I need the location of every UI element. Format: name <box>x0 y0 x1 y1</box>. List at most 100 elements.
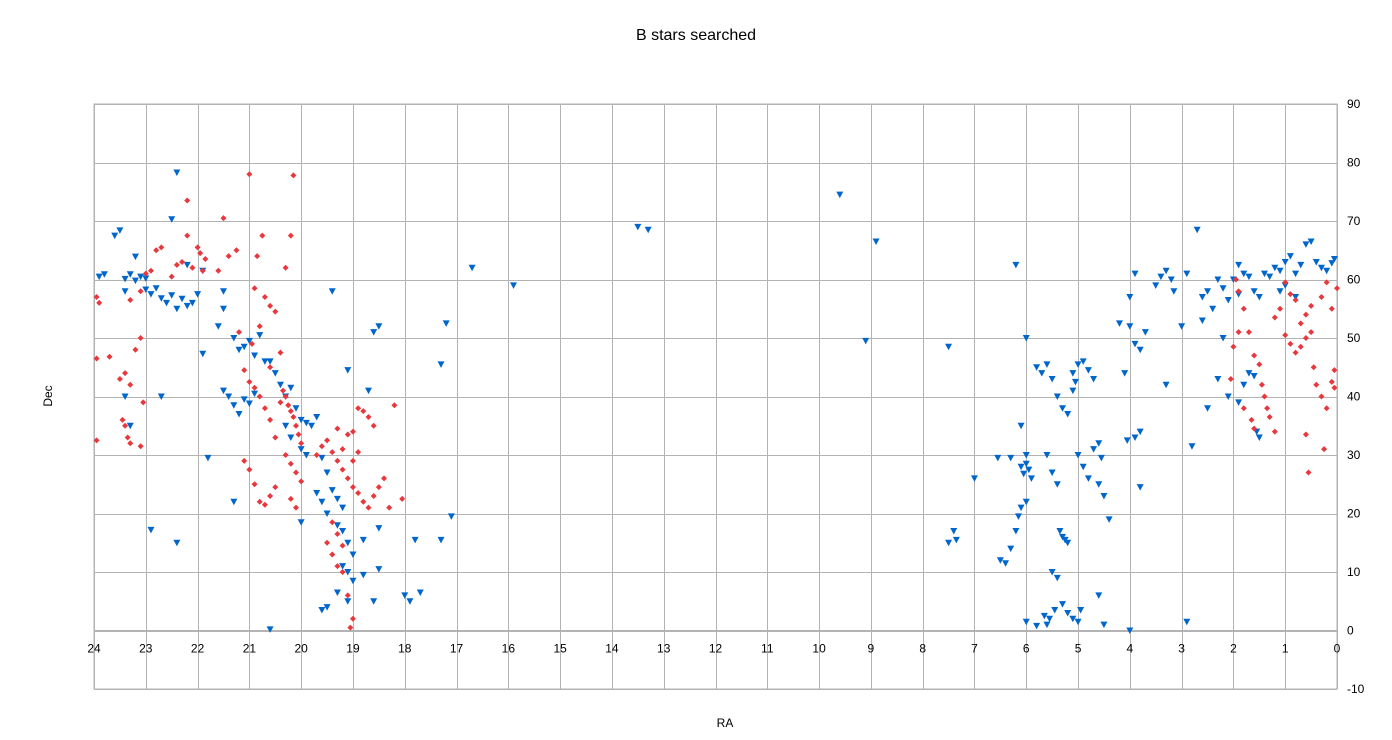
diamond-data-point <box>127 296 134 303</box>
diamond-data-point <box>173 261 180 268</box>
diamond-data-point <box>349 457 356 464</box>
diamond-data-point <box>339 542 346 549</box>
triangle-data-point <box>235 346 243 354</box>
triangle-data-point <box>131 277 139 285</box>
diamond-data-point <box>282 452 289 458</box>
triangle-data-point <box>1056 528 1064 535</box>
diamond-data-point <box>334 425 341 432</box>
triangle-data-point <box>1043 361 1051 368</box>
triangle-data-point <box>219 288 227 295</box>
diamond-data-point <box>93 355 100 362</box>
x-tick-label: 16 <box>502 642 516 656</box>
triangle-data-point <box>1162 267 1170 275</box>
diamond-data-point <box>287 460 294 467</box>
triangle-data-point <box>204 454 212 462</box>
triangle-data-point <box>375 566 383 573</box>
triangle-data-point <box>468 264 476 272</box>
triangle-data-point <box>168 216 176 223</box>
diamond-data-point <box>1302 431 1309 438</box>
triangle-data-point <box>437 361 445 368</box>
triangle-data-point <box>952 536 960 544</box>
diamond-data-point <box>251 481 258 488</box>
triangle-data-point <box>266 358 274 365</box>
diamond-data-point <box>119 416 126 423</box>
diamond-data-point <box>1334 285 1340 292</box>
triangle-data-point <box>1193 226 1201 234</box>
diamond-data-point <box>349 615 356 622</box>
diamond-data-point <box>137 443 144 450</box>
triangle-data-point <box>1017 504 1025 512</box>
diamond-data-point <box>137 288 144 295</box>
triangle-data-point <box>188 299 196 307</box>
diamond-data-point <box>1321 446 1328 453</box>
diamond-data-point <box>355 449 362 456</box>
triangle-data-point <box>1307 238 1315 245</box>
diamond-data-point <box>1271 314 1278 321</box>
diamond-data-point <box>202 256 209 263</box>
diamond-data-point <box>329 551 336 558</box>
y-tick-label: 90 <box>1347 97 1361 111</box>
triangle-data-point <box>1209 305 1217 313</box>
triangle-data-point <box>235 411 243 418</box>
triangle-data-point <box>994 454 1002 462</box>
triangle-data-point <box>1250 288 1258 295</box>
triangle-data-point <box>1090 446 1098 453</box>
triangle-data-point <box>1183 618 1191 626</box>
triangle-data-point <box>1136 484 1144 491</box>
diamond-data-point <box>261 501 268 508</box>
triangle-data-point <box>1281 282 1289 289</box>
triangle-data-point <box>333 589 341 596</box>
triangle-data-point <box>173 539 181 547</box>
triangle-data-point <box>1188 443 1196 450</box>
triangle-data-point <box>297 416 305 424</box>
triangle-data-point <box>1053 574 1061 582</box>
triangle-data-point <box>1292 270 1300 278</box>
triangle-data-point <box>1022 452 1030 459</box>
triangle-data-point <box>1084 367 1092 374</box>
triangle-data-point <box>1323 267 1331 275</box>
diamond-data-point <box>1292 296 1299 303</box>
triangle-data-point <box>437 536 445 544</box>
triangle-data-point <box>297 446 305 453</box>
triangle-data-point <box>406 598 414 605</box>
triangle-data-point <box>318 607 326 614</box>
diamond-data-point <box>116 375 123 382</box>
triangle-data-point <box>1131 434 1139 441</box>
diamond-data-point <box>236 329 243 336</box>
triangle-data-point <box>1022 618 1030 626</box>
y-tick-labels: -10 0 10 20 30 40 50 60 70 80 90 <box>1347 97 1365 696</box>
diamond-data-point <box>1323 405 1330 412</box>
x-tick-label: 1 <box>1282 642 1289 656</box>
triangle-data-point <box>359 571 367 579</box>
triangle-data-point <box>836 191 844 199</box>
diamond-data-point <box>349 428 356 435</box>
triangle-data-point <box>1312 258 1320 266</box>
diamond-data-point <box>381 475 388 482</box>
triangle-data-point <box>1048 469 1056 477</box>
triangle-data-point <box>1328 260 1336 267</box>
diamond-data-point <box>267 364 274 371</box>
triangle-data-point <box>1012 261 1020 269</box>
triangle-data-point <box>1255 294 1263 301</box>
triangle-data-point <box>1235 399 1243 406</box>
diamond-data-point <box>1297 320 1304 327</box>
triangle-data-point <box>1012 528 1020 535</box>
diamond-data-point <box>184 232 191 239</box>
triangle-data-point <box>1007 454 1015 462</box>
diamond-data-point <box>1240 405 1247 412</box>
triangle-data-point <box>1025 466 1033 474</box>
triangle-data-point <box>173 305 181 313</box>
triangle-data-point <box>157 393 165 400</box>
diamond-data-point <box>282 264 289 271</box>
diamond-data-point <box>1331 384 1338 391</box>
triangle-data-point <box>1014 513 1022 520</box>
diamond-data-point <box>370 492 377 499</box>
diamond-data-point <box>153 247 160 254</box>
diamond-data-point <box>334 530 341 537</box>
diamond-data-point <box>1310 364 1317 371</box>
diamond-data-point <box>1266 413 1273 420</box>
diamond-data-point <box>292 422 299 429</box>
triangle-data-point <box>328 487 336 494</box>
triangle-data-point <box>1198 294 1206 301</box>
